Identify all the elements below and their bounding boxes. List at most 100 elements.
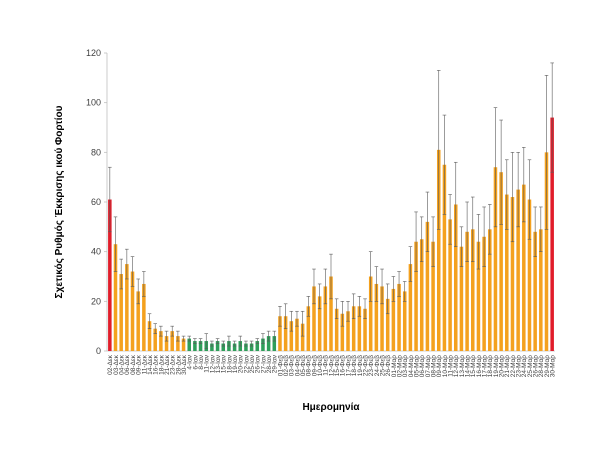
error-bar bbox=[510, 152, 515, 243]
bar bbox=[312, 286, 316, 351]
bar bbox=[249, 343, 254, 351]
x-tick-label: 04-Δεκ bbox=[119, 354, 126, 375]
x-tick-label: 24-Μαρ bbox=[521, 355, 528, 378]
x-tick-label: 17-Μαρ bbox=[482, 355, 489, 378]
error-bar bbox=[300, 310, 305, 337]
x-tick-label: 18-Φεβ bbox=[351, 355, 358, 376]
bar bbox=[368, 276, 373, 351]
x-tick-label: 07-Μαρ bbox=[425, 355, 432, 378]
error-bar bbox=[533, 206, 537, 257]
x-tick-label: 03-Μαρ bbox=[402, 355, 409, 378]
x-tick-label: 29-Μαρ bbox=[544, 355, 551, 378]
bar bbox=[255, 341, 260, 351]
x-tick-label: 27-Ιαν bbox=[260, 355, 267, 373]
x-tick-label: 18-Ιαν bbox=[226, 355, 233, 373]
x-tick-label: 04-Φεβ bbox=[294, 355, 301, 376]
bar bbox=[505, 194, 509, 351]
x-tick-label: 09-Μαρ bbox=[436, 355, 443, 378]
x-tick-label: 15-Μαρ bbox=[470, 355, 477, 378]
error-bar bbox=[431, 216, 435, 267]
y-tick-label: 100 bbox=[86, 98, 101, 108]
bar bbox=[391, 288, 396, 351]
bar bbox=[142, 283, 146, 351]
error-bar bbox=[187, 335, 192, 342]
x-tick-label: 19-Μαρ bbox=[493, 355, 500, 378]
x-tick-label: 08-Δεκ bbox=[130, 354, 137, 375]
bar bbox=[357, 306, 362, 351]
x-tick-label: 21-Μαρ bbox=[504, 355, 511, 378]
y-tick-label: 60 bbox=[91, 197, 101, 207]
bar bbox=[351, 306, 356, 351]
x-tick-label: 09-Φεβ bbox=[311, 355, 318, 376]
error-bar bbox=[147, 313, 152, 329]
error-bar bbox=[391, 276, 396, 302]
bar bbox=[408, 264, 413, 351]
y-tick-label: 20 bbox=[91, 296, 101, 306]
x-tick-label: 28-Μαρ bbox=[538, 355, 545, 378]
bar bbox=[425, 221, 430, 351]
error-bar bbox=[170, 325, 175, 337]
bar bbox=[527, 199, 532, 351]
bar bbox=[181, 338, 186, 351]
bar bbox=[539, 229, 543, 351]
bar bbox=[329, 276, 333, 351]
error-bar bbox=[465, 201, 469, 262]
error-bar bbox=[238, 335, 243, 347]
x-tick-label: 18-Μαρ bbox=[487, 355, 494, 378]
x-tick-label: 6-Ιαν bbox=[192, 355, 199, 370]
error-bar bbox=[283, 303, 288, 329]
x-tick-label: 25-Ιαν bbox=[249, 355, 256, 373]
error-bar bbox=[136, 278, 140, 305]
bar bbox=[210, 343, 214, 351]
x-tick-label: 16-Μαρ bbox=[476, 355, 483, 378]
bar bbox=[465, 231, 469, 351]
bar bbox=[147, 321, 152, 351]
error-bar bbox=[210, 340, 214, 347]
x-tick-label: 02-Μαρ bbox=[396, 355, 403, 378]
x-tick-label: 11-Φεβ bbox=[323, 355, 330, 376]
bar bbox=[283, 316, 288, 351]
y-tick-label: 120 bbox=[86, 48, 101, 58]
bar bbox=[436, 149, 441, 351]
error-bar bbox=[198, 338, 203, 344]
bar bbox=[125, 264, 129, 351]
x-tick-label: 26-Ιαν bbox=[255, 355, 262, 373]
error-bar bbox=[351, 293, 356, 320]
x-tick-label: 24-Φεβ bbox=[374, 355, 381, 376]
bar bbox=[187, 338, 191, 351]
x-tick-label: 25-Φεβ bbox=[379, 355, 386, 376]
bar bbox=[363, 308, 367, 351]
error-bar bbox=[522, 147, 526, 223]
error-bar bbox=[244, 340, 248, 347]
x-tick-label: 28-Δεκ bbox=[175, 354, 182, 375]
x-tick-label: 03-Δεκ bbox=[113, 354, 120, 375]
x-tick-label: 23-Φεβ bbox=[368, 355, 375, 376]
bar bbox=[510, 197, 515, 351]
bar bbox=[244, 343, 248, 351]
error-bar bbox=[278, 305, 282, 327]
x-tick-label: 15-Φεβ bbox=[334, 355, 341, 376]
error-bar bbox=[306, 296, 311, 317]
error-bar bbox=[232, 340, 237, 347]
error-bar bbox=[476, 214, 481, 270]
x-axis-title: Ημερομηνία bbox=[302, 402, 360, 413]
error-bar bbox=[346, 301, 350, 322]
bar bbox=[522, 184, 526, 351]
bar bbox=[414, 241, 418, 351]
error-bar bbox=[482, 206, 486, 267]
error-bar bbox=[272, 330, 277, 342]
bar bbox=[159, 331, 163, 351]
x-tick-label: 22-Μαρ bbox=[510, 355, 517, 378]
error-bar bbox=[153, 323, 158, 334]
x-tick-label: 20-Μαρ bbox=[499, 355, 506, 378]
bar bbox=[193, 341, 197, 351]
x-tick-label: 05-Μαρ bbox=[413, 355, 420, 378]
bar bbox=[232, 343, 237, 351]
error-bar bbox=[249, 340, 254, 347]
bar bbox=[482, 236, 486, 351]
error-bar bbox=[363, 298, 367, 320]
bar bbox=[119, 274, 123, 351]
x-tick-label: 14-Μαρ bbox=[465, 355, 472, 378]
bar bbox=[346, 311, 350, 351]
bar bbox=[442, 164, 447, 351]
